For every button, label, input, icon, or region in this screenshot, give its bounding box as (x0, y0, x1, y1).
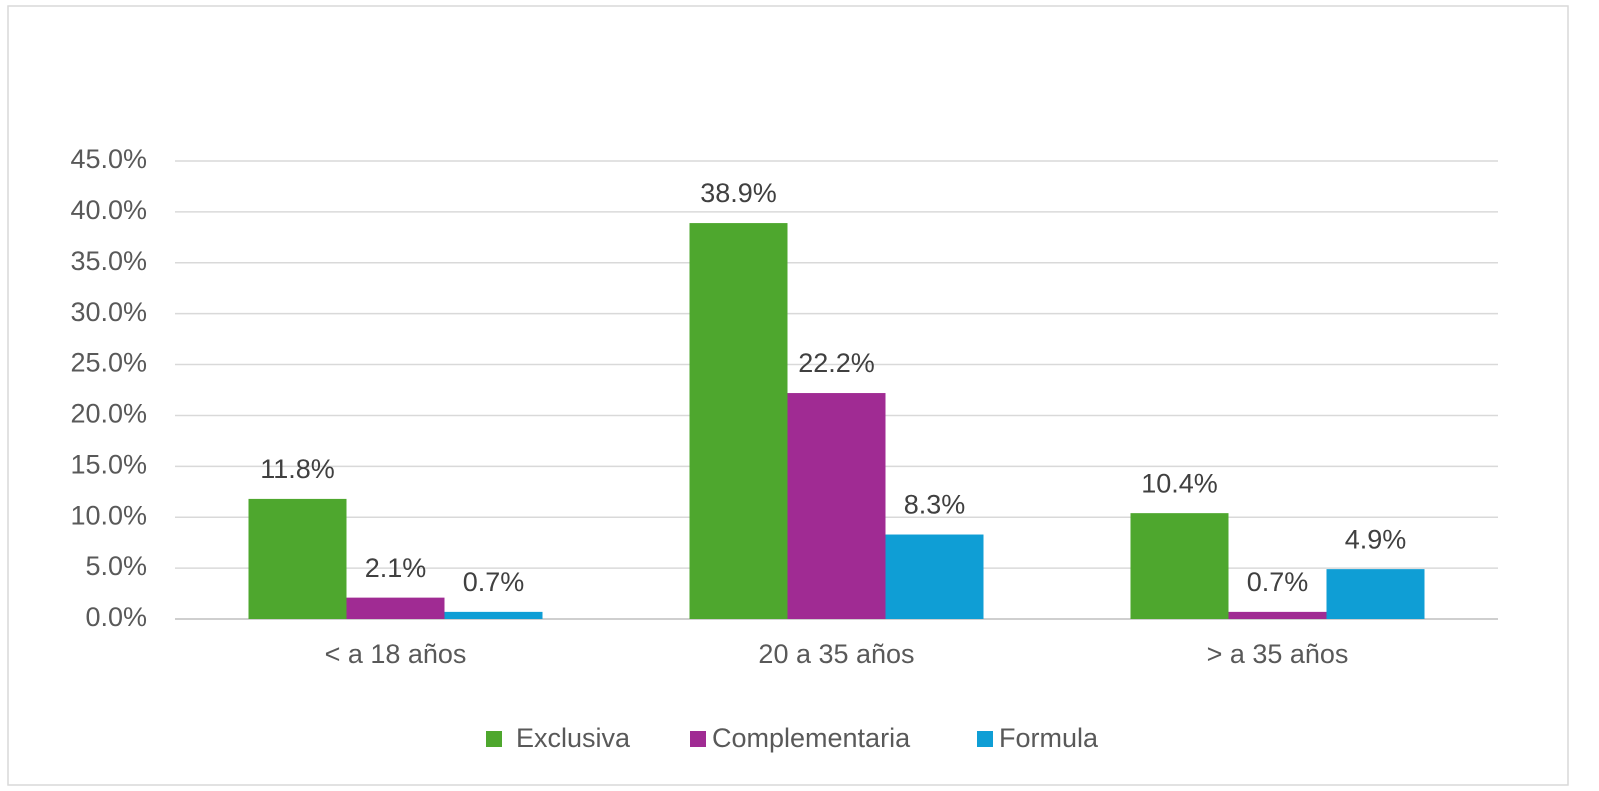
legend-swatch (486, 731, 502, 747)
data-label: 8.3% (904, 490, 966, 520)
y-tick-label: 15.0% (70, 449, 147, 479)
bar (1130, 513, 1229, 619)
bar (1228, 611, 1327, 619)
bar (346, 597, 445, 619)
y-tick-label: 5.0% (85, 551, 147, 581)
bar (1326, 569, 1425, 619)
y-tick-label: 45.0% (70, 144, 147, 174)
legend-swatch (690, 731, 706, 747)
data-label: 0.7% (463, 567, 525, 597)
x-tick-label: 20 a 35 años (758, 639, 914, 669)
x-tick-label: < a 18 años (325, 639, 467, 669)
y-tick-label: 0.0% (85, 602, 147, 632)
legend-label: Complementaria (712, 723, 911, 753)
bar (885, 534, 984, 619)
data-label: 11.8% (260, 454, 335, 484)
y-tick-label: 25.0% (70, 348, 147, 378)
legend-label: Exclusiva (516, 723, 631, 753)
y-tick-label: 20.0% (70, 399, 147, 429)
data-label: 4.9% (1345, 524, 1407, 554)
data-label: 22.2% (798, 348, 875, 378)
legend-label: Formula (999, 723, 1099, 753)
bar (248, 498, 347, 619)
data-label: 10.4% (1141, 468, 1218, 498)
bar (689, 223, 788, 619)
bar (444, 611, 543, 619)
legend-swatch (977, 731, 993, 747)
y-tick-label: 10.0% (70, 500, 147, 530)
y-tick-label: 30.0% (70, 297, 147, 327)
data-label: 2.1% (365, 553, 427, 583)
y-tick-label: 40.0% (70, 195, 147, 225)
bar (787, 393, 886, 619)
x-tick-label: > a 35 años (1207, 639, 1349, 669)
y-tick-label: 35.0% (70, 246, 147, 276)
data-label: 0.7% (1247, 567, 1309, 597)
data-label: 38.9% (700, 178, 777, 208)
